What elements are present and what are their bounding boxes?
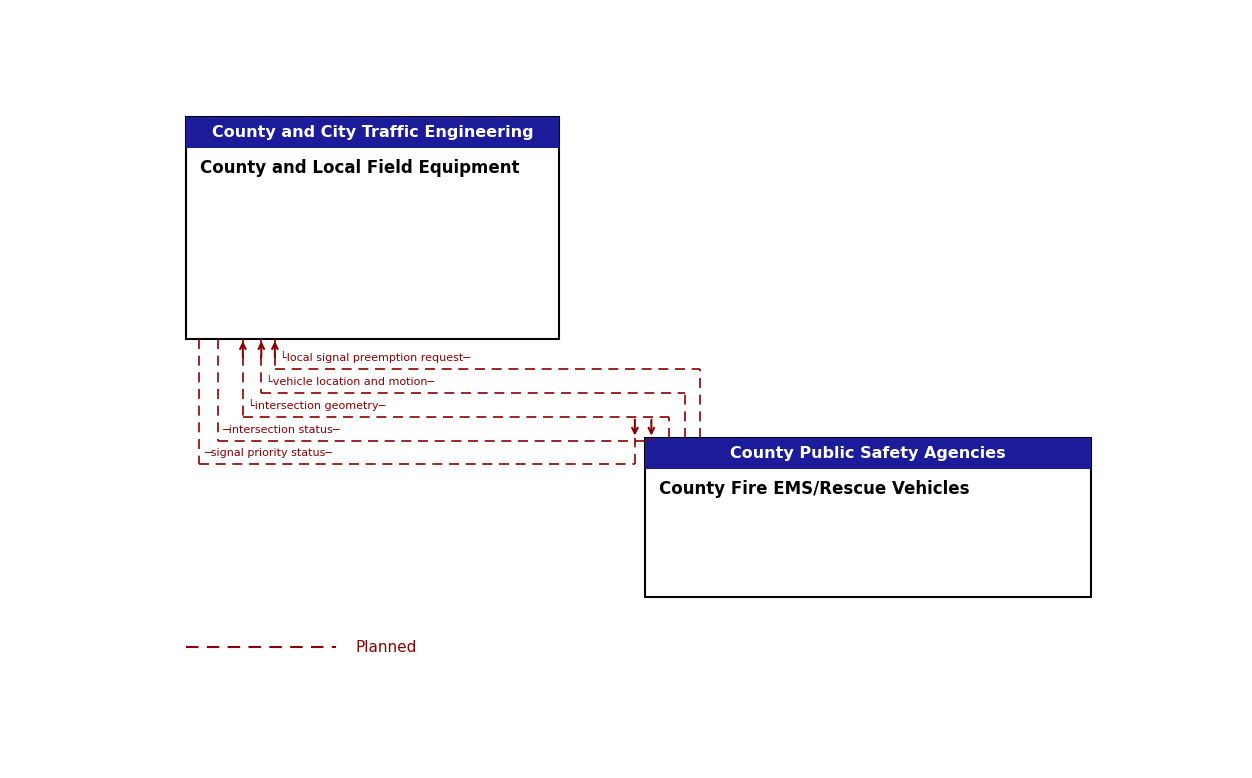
Text: ─intersection status─: ─intersection status─ (223, 425, 341, 435)
Text: County and Local Field Equipment: County and Local Field Equipment (200, 159, 520, 177)
Text: └local signal preemption request─: └local signal preemption request─ (279, 351, 470, 363)
Text: └intersection geometry─: └intersection geometry─ (248, 399, 386, 411)
Text: County Fire EMS/Rescue Vehicles: County Fire EMS/Rescue Vehicles (659, 480, 969, 498)
Bar (645, 438, 1090, 469)
Text: County and City Traffic Engineering: County and City Traffic Engineering (212, 125, 533, 140)
Text: County Public Safety Agencies: County Public Safety Agencies (730, 446, 1005, 461)
Text: └vehicle location and motion─: └vehicle location and motion─ (267, 377, 434, 387)
Bar (645, 438, 1090, 597)
Text: ─signal priority status─: ─signal priority status─ (204, 447, 332, 457)
Bar (185, 117, 560, 339)
Bar (185, 117, 560, 149)
Text: Planned: Planned (356, 640, 417, 655)
